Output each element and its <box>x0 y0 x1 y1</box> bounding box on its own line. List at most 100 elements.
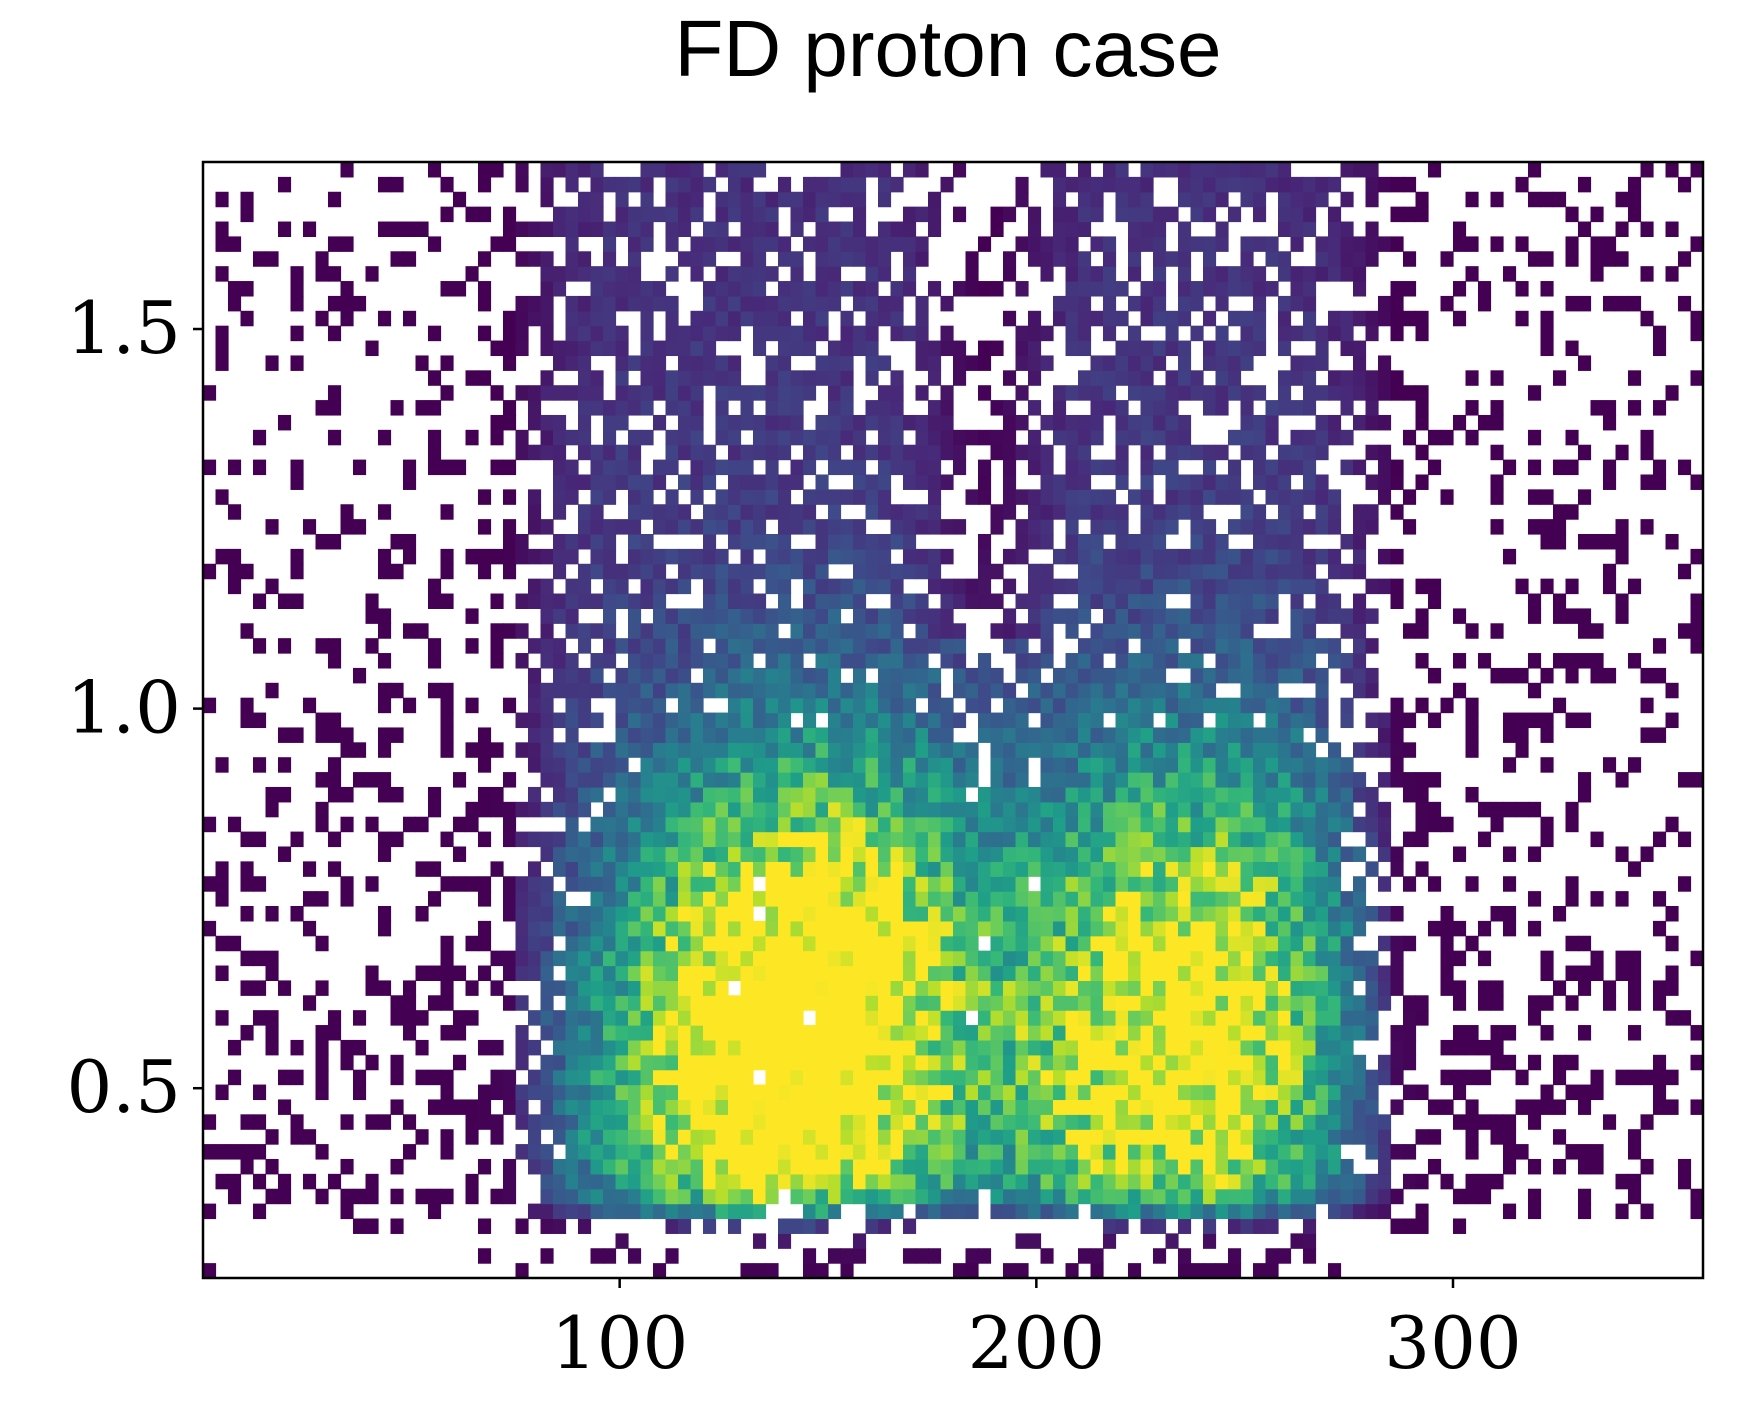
heatmap-cell <box>690 995 704 1011</box>
heatmap-cell <box>1090 1188 1104 1205</box>
heatmap-cell <box>340 281 354 297</box>
heatmap-cell <box>403 459 417 476</box>
heatmap-cell <box>1115 162 1129 178</box>
heatmap-cell <box>678 1173 692 1190</box>
heatmap-cell <box>590 1158 604 1175</box>
heatmap-cell <box>865 682 879 699</box>
heatmap-cell <box>1440 906 1454 922</box>
heatmap-cell <box>1165 980 1179 996</box>
heatmap-cell <box>478 1099 492 1115</box>
heatmap-cell <box>628 474 642 490</box>
heatmap-cell <box>1140 385 1154 401</box>
heatmap-cell <box>603 935 617 952</box>
heatmap-cell <box>665 861 679 877</box>
heatmap-cell <box>653 950 667 967</box>
heatmap-cell <box>853 251 867 267</box>
heatmap-cell <box>528 1010 542 1026</box>
heatmap-cell <box>1003 489 1017 505</box>
heatmap-cell <box>1103 831 1117 848</box>
heatmap-cell <box>790 697 804 714</box>
heatmap-cell <box>890 281 904 297</box>
heatmap-cell <box>1165 325 1179 342</box>
heatmap-cell <box>1028 1010 1042 1026</box>
heatmap-cell <box>1303 667 1317 684</box>
heatmap-cell <box>328 191 342 208</box>
heatmap-cell <box>1278 548 1292 565</box>
heatmap-cell <box>678 474 692 490</box>
heatmap-cell <box>815 1054 829 1071</box>
heatmap-cell <box>390 995 404 1011</box>
heatmap-cell <box>878 965 892 981</box>
heatmap-cell <box>1015 1203 1029 1220</box>
heatmap-cell <box>578 295 592 312</box>
heatmap-cell <box>1378 489 1392 505</box>
heatmap-cell <box>1315 801 1329 818</box>
heatmap-cell <box>928 757 942 773</box>
heatmap-cell <box>540 727 554 743</box>
heatmap-cell <box>1378 444 1392 461</box>
heatmap-cell <box>1528 162 1542 178</box>
heatmap-cell <box>628 429 642 446</box>
heatmap-cell <box>503 221 517 237</box>
heatmap-cell <box>1265 1129 1279 1145</box>
heatmap-cell <box>1128 578 1142 595</box>
heatmap-cell <box>603 608 617 624</box>
heatmap-cell <box>253 980 267 996</box>
heatmap-cell <box>1390 697 1404 714</box>
heatmap-cell <box>790 1129 804 1145</box>
heatmap-cell <box>1340 772 1354 788</box>
heatmap-cell <box>1153 1054 1167 1071</box>
heatmap-cell <box>1253 682 1267 699</box>
heatmap-cell <box>1265 653 1279 669</box>
heatmap-cell <box>1215 266 1229 282</box>
heatmap-cell <box>240 1158 254 1175</box>
heatmap-cell <box>1190 697 1204 714</box>
heatmap-cell <box>428 459 442 476</box>
heatmap-cell <box>1503 459 1517 476</box>
heatmap-cell <box>428 444 442 461</box>
heatmap-cell <box>215 236 229 252</box>
heatmap-cell <box>578 1084 592 1101</box>
heatmap-cell <box>528 400 542 416</box>
heatmap-cell <box>890 1084 904 1101</box>
heatmap-cell <box>753 251 767 267</box>
heatmap-cell <box>603 176 617 193</box>
heatmap-cell <box>703 995 717 1011</box>
heatmap-cell <box>440 980 454 996</box>
heatmap-cell <box>890 1129 904 1145</box>
heatmap-cell <box>1290 1114 1304 1130</box>
heatmap-cell <box>1328 1025 1342 1041</box>
heatmap-cell <box>1178 385 1192 401</box>
heatmap-cell <box>240 206 254 223</box>
heatmap-cell <box>640 846 654 862</box>
heatmap-cell <box>1515 1099 1529 1115</box>
heatmap-cell <box>1503 846 1517 862</box>
heatmap-cell <box>1228 1263 1242 1279</box>
heatmap-cell <box>1190 950 1204 967</box>
heatmap-cell <box>1428 429 1442 446</box>
heatmap-cell <box>603 801 617 818</box>
heatmap-cell <box>1203 861 1217 877</box>
heatmap-cell <box>965 1263 979 1279</box>
heatmap-cell <box>1378 1158 1392 1175</box>
heatmap-cell <box>890 1039 904 1056</box>
heatmap-cell <box>653 980 667 996</box>
heatmap-cell <box>1215 772 1229 788</box>
heatmap-cell <box>1353 891 1367 907</box>
heatmap-cell <box>740 162 754 178</box>
heatmap-cell <box>453 1054 467 1071</box>
heatmap-cell <box>853 980 867 996</box>
heatmap-cell <box>1478 295 1492 312</box>
heatmap-cell <box>890 370 904 386</box>
heatmap-cell <box>528 1084 542 1101</box>
heatmap-cell <box>815 995 829 1011</box>
heatmap-cell <box>690 906 704 922</box>
heatmap-cell <box>903 266 917 282</box>
heatmap-cell <box>1615 1173 1629 1190</box>
heatmap-cell <box>1365 444 1379 461</box>
heatmap-cell <box>1290 950 1304 967</box>
heatmap-cell <box>678 1099 692 1115</box>
heatmap-cell <box>1340 191 1354 208</box>
heatmap-cell <box>1228 1099 1242 1115</box>
heatmap-cell <box>590 965 604 981</box>
